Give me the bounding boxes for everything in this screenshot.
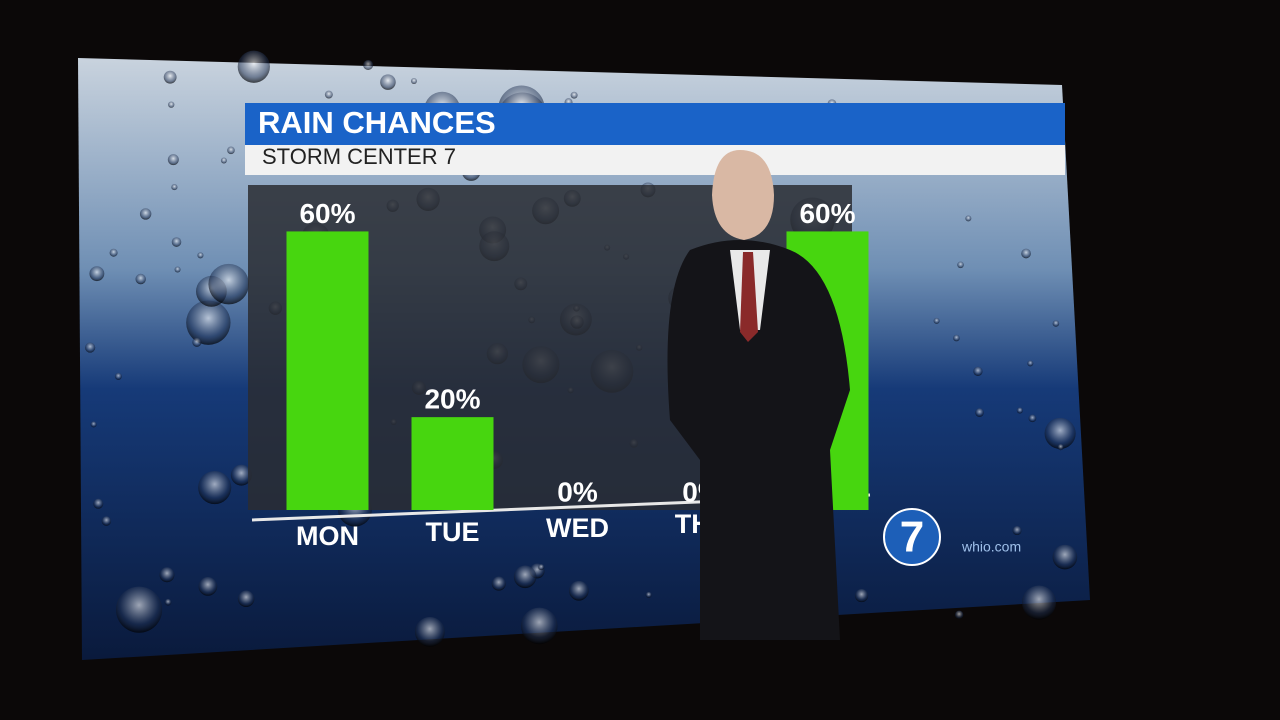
droplet xyxy=(89,266,105,282)
droplet xyxy=(645,591,652,598)
title-bar xyxy=(245,103,1065,145)
presenter-suit xyxy=(667,240,850,640)
x-tick-label: MON xyxy=(296,521,359,551)
droplet xyxy=(186,300,231,345)
droplet xyxy=(933,317,940,324)
droplet xyxy=(167,154,179,166)
logo: 7 xyxy=(900,513,924,562)
value-label: 20% xyxy=(424,384,480,415)
droplet xyxy=(1052,320,1060,327)
droplet xyxy=(1052,544,1078,570)
droplet xyxy=(953,334,960,342)
value-label: 60% xyxy=(799,198,855,229)
droplet xyxy=(230,464,252,486)
presenter-tie xyxy=(740,252,758,342)
droplet xyxy=(1012,525,1022,536)
droplet xyxy=(171,237,182,247)
droplet xyxy=(220,157,227,164)
droplet xyxy=(1021,585,1057,620)
droplet xyxy=(208,263,249,305)
droplet xyxy=(135,273,146,285)
droplet xyxy=(115,586,163,633)
droplet xyxy=(975,408,984,417)
bar xyxy=(411,417,494,510)
chart-title: RAIN CHANCES xyxy=(258,105,496,140)
droplet xyxy=(973,366,983,376)
droplet xyxy=(1057,444,1064,451)
droplet xyxy=(164,598,172,606)
droplet xyxy=(1021,248,1031,259)
droplet xyxy=(85,342,96,353)
droplet xyxy=(1027,360,1034,367)
droplet xyxy=(513,565,537,589)
droplet xyxy=(93,498,104,509)
droplet xyxy=(168,101,175,108)
droplet xyxy=(1016,407,1023,414)
droplet xyxy=(569,580,589,601)
droplet xyxy=(363,60,374,71)
logo-badge xyxy=(883,508,941,566)
droplet xyxy=(192,337,202,347)
droplet xyxy=(237,50,270,83)
droplet xyxy=(1044,417,1076,449)
droplet xyxy=(197,252,204,259)
droplet xyxy=(570,91,578,99)
droplet xyxy=(174,266,181,273)
value-label: 60% xyxy=(299,198,355,229)
droplet xyxy=(854,589,869,603)
droplet xyxy=(414,616,445,647)
droplet xyxy=(139,208,152,220)
presenter-head xyxy=(712,150,774,240)
url: whio.com xyxy=(961,539,1021,555)
droplet xyxy=(491,576,506,591)
subtitle-bar xyxy=(245,145,1065,175)
droplet xyxy=(90,421,97,428)
x-tick-label: WED xyxy=(546,513,609,543)
droplet xyxy=(957,261,964,269)
droplet xyxy=(227,146,235,155)
droplet xyxy=(954,610,964,620)
value-label: 0% xyxy=(557,476,598,507)
droplet xyxy=(163,70,177,84)
droplet xyxy=(965,215,972,222)
presenter xyxy=(667,150,850,640)
droplet xyxy=(101,516,112,526)
droplet xyxy=(171,184,178,191)
chart-subtitle: STORM CENTER 7 xyxy=(262,144,456,169)
droplet xyxy=(410,77,417,84)
droplet xyxy=(114,372,122,380)
droplet xyxy=(380,74,396,90)
droplet xyxy=(1028,414,1037,423)
bar xyxy=(286,231,369,510)
droplet xyxy=(520,607,558,645)
droplet xyxy=(324,90,333,99)
droplet xyxy=(237,590,255,607)
droplet xyxy=(159,567,175,583)
droplet xyxy=(198,470,232,505)
x-tick-label: TUE xyxy=(426,517,480,547)
droplet xyxy=(109,248,118,257)
droplet xyxy=(198,577,218,596)
droplet xyxy=(538,564,545,571)
